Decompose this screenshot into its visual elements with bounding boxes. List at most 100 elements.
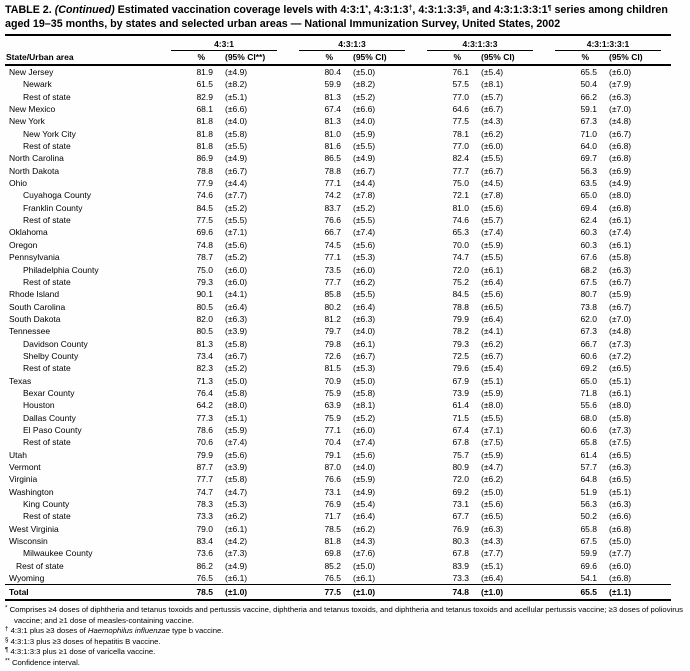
pct-value: 67.6 [580, 252, 597, 263]
ci-value: (±8.2) [225, 79, 248, 90]
column-gap [405, 338, 427, 350]
row-label: Tennessee [9, 326, 51, 337]
row-label: El Paso County [23, 424, 82, 435]
column-gap [533, 140, 555, 152]
ci-value: (±5.0) [353, 67, 376, 77]
ci-value: (±5.4) [353, 499, 376, 510]
title-seg1: Estimated vaccination coverage levels wi… [117, 4, 366, 16]
ci-value: (±5.8) [353, 387, 376, 398]
pct-value: 72.5 [452, 350, 469, 361]
pct-value: 76.9 [324, 499, 341, 510]
row-label: Virginia [9, 474, 38, 485]
pct-value: 75.2 [452, 276, 469, 287]
column-gap [277, 65, 299, 78]
ci-column-header: (95% CI) [597, 50, 661, 66]
pct-value: 77.0 [452, 91, 469, 102]
column-gap [533, 177, 555, 189]
column-gap [405, 486, 427, 498]
ci-value: (±7.4) [225, 437, 248, 448]
ci-value: (±6.4) [225, 301, 248, 312]
pct-value: 75.7 [452, 449, 469, 460]
pct-value: 75.9 [324, 387, 341, 398]
column-gap [405, 313, 427, 325]
table-row: New York 81.8 (±4.0) 81.3 (±4.0) 77.5 (±4.3) 67… [5, 115, 671, 127]
ci-value: (±5.5) [481, 153, 504, 164]
column-gap [661, 325, 671, 337]
table-row: South Carolina 80.5 (±6.4) 80.2 (±6.4) 78.8 (±… [5, 301, 671, 313]
table-row: Rhode Island 90.1 (±4.1) 85.8 (±5.5) 84.5 (±5.… [5, 288, 671, 300]
pct-value: 74.7 [452, 252, 469, 263]
pct-value: 63.9 [324, 400, 341, 411]
column-gap [277, 399, 299, 411]
column-gap [405, 387, 427, 399]
column-gap [277, 78, 299, 90]
footnote: † 4:3:1 plus ≥3 doses of Haemophilus inf… [5, 625, 224, 636]
pct-value: 67.3 [580, 326, 597, 337]
row-label: New York [9, 116, 45, 127]
pct-value: 80.5 [196, 326, 213, 337]
row-label: South Dakota [9, 313, 61, 324]
column-gap [661, 214, 671, 226]
pct-value: 79.6 [452, 363, 469, 374]
ci-value: (±7.6) [353, 548, 376, 559]
pct-value: 77.7 [324, 276, 341, 287]
ci-value: (±6.3) [225, 313, 248, 324]
row-label: North Dakota [9, 165, 60, 176]
ci-value: (±7.7) [481, 548, 504, 559]
title-footnote-marker-section: § [462, 5, 467, 12]
ci-value: (±5.0) [609, 536, 632, 547]
column-gap [277, 288, 299, 300]
column-gap [277, 498, 299, 510]
pct-value: 68.1 [196, 104, 213, 115]
column-gap [661, 103, 671, 115]
sub-header-row: % (95% CI**)% (95% CI)% (95% CI)% (95% CI) [5, 50, 671, 66]
pct-value: 76.6 [324, 474, 341, 485]
row-label: Texas [9, 375, 32, 386]
pct-value: 66.2 [580, 91, 597, 102]
column-gap [661, 91, 671, 103]
ci-value: (±5.5) [481, 252, 504, 263]
ci-value: (±5.7) [481, 215, 504, 226]
ci-value: (±6.1) [609, 387, 632, 398]
ci-value: (±5.5) [353, 289, 376, 300]
ci-value: (±5.6) [353, 239, 376, 250]
ci-value: (±5.6) [225, 449, 248, 460]
ci-value: (±6.0) [609, 560, 632, 571]
ci-value: (±6.6) [353, 104, 376, 115]
ci-value: (±7.0) [609, 104, 632, 115]
column-gap [533, 202, 555, 214]
ci-value: (±6.8) [609, 573, 632, 584]
group-header-row: State/Urban area 4:3:1 4:3:1:3 4:3:1:3:3 4:… [5, 34, 671, 66]
ci-value: (±7.8) [481, 190, 504, 201]
pct-value: 65.8 [580, 523, 597, 534]
column-gap [405, 301, 427, 313]
ci-value: (±4.0) [353, 116, 376, 127]
title-seg2: , 4:3:1:3 [368, 4, 409, 16]
column-gap [533, 78, 555, 90]
ci-value: (±5.1) [225, 91, 248, 102]
ci-value: (±4.9) [225, 560, 248, 571]
ci-value: (±4.0) [353, 462, 376, 472]
pct-value: 71.5 [452, 412, 469, 423]
pct-value: 67.4 [452, 424, 469, 435]
pct-value: 75.9 [324, 412, 341, 423]
table-title: TABLE 2. (Continued) Estimated vaccinati… [5, 4, 685, 31]
pct-value: 78.2 [452, 326, 469, 337]
pct-value: 73.8 [580, 301, 597, 312]
pct-value: 77.5 [196, 215, 213, 226]
pct-value: 59.9 [324, 79, 341, 90]
column-gap [277, 523, 299, 535]
ci-value: (±4.3) [481, 116, 504, 127]
ci-value: (±8.1) [481, 79, 504, 90]
ci-value: (±5.0) [353, 560, 376, 571]
ci-column-header: (95% CI) [341, 50, 405, 66]
pct-value: 87.0 [324, 462, 341, 472]
title-seg5: series among children aged 19–35 months,… [5, 4, 668, 30]
column-gap [405, 572, 427, 585]
pct-value: 70.9 [324, 375, 341, 386]
ci-value: (±5.1) [481, 375, 504, 386]
ci-value: (±6.0) [353, 264, 376, 275]
column-gap [533, 276, 555, 288]
pct-value: 78.8 [452, 301, 469, 312]
table-row: Bexar County 76.4 (±5.8) 75.9 (±5.8) 73.9 (±5.… [5, 387, 671, 399]
